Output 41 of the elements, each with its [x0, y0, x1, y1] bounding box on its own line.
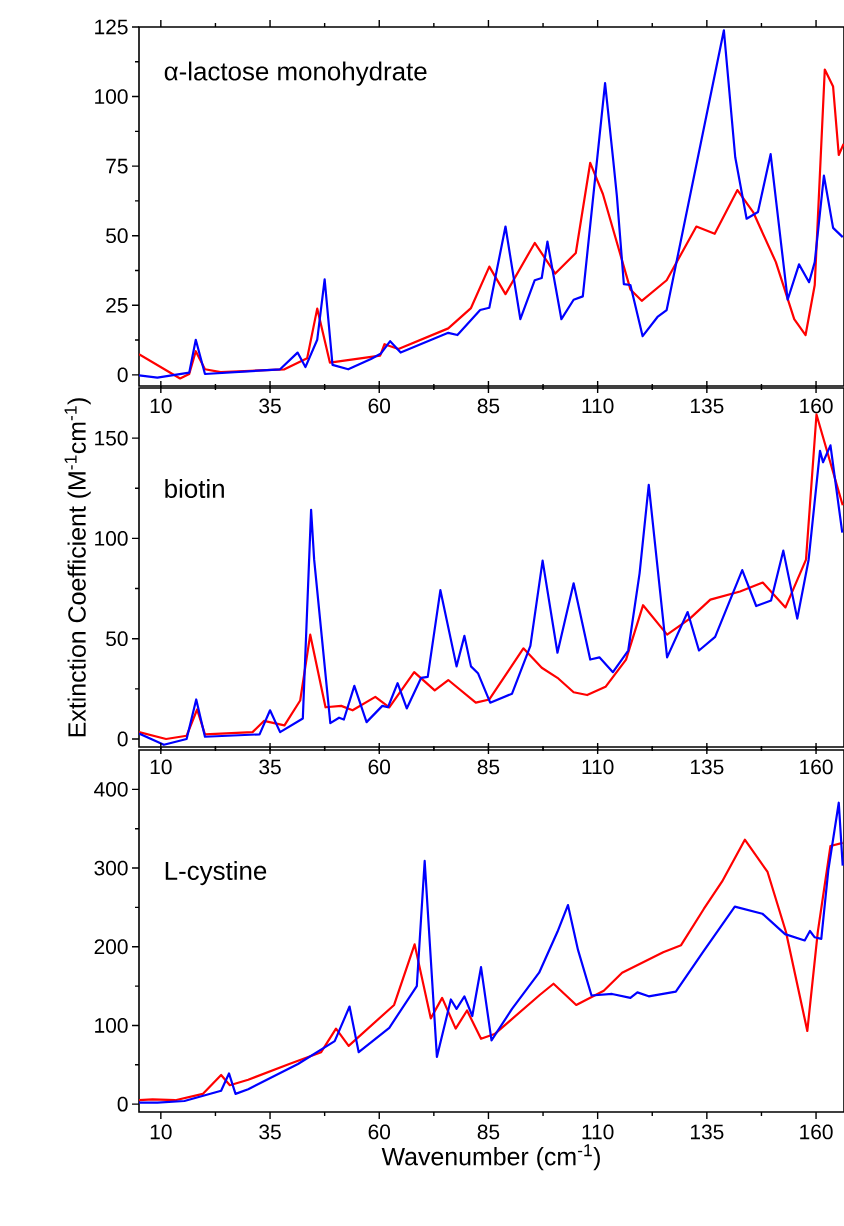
x-tick-label: 35	[259, 1124, 281, 1140]
y-tick-label: 50	[106, 228, 128, 244]
y-tick-label: 400	[94, 781, 128, 797]
x-tick-label: 110	[582, 398, 614, 414]
x-tick-label: 35	[259, 759, 281, 775]
x-tick-label: 85	[477, 759, 500, 775]
x-tick-label: 160	[800, 1124, 833, 1140]
x-tick-label: 60	[368, 759, 391, 775]
y-tick-label: 75	[106, 158, 128, 174]
y-tick-label: 100	[95, 531, 128, 546]
y-tick-label: 0	[117, 1096, 128, 1112]
x-tick-label: 110	[582, 1124, 614, 1140]
x-tick-label: 160	[800, 759, 833, 775]
y-tick-label: 0	[117, 367, 128, 383]
y-tick-label: 100	[95, 1018, 128, 1033]
y-tick-label: 150	[95, 430, 128, 446]
x-axis-title: Wavenumber (cm$^{-1}$)	[381, 1144, 600, 1171]
x-tick-label: 10	[150, 759, 172, 775]
x-tick-label: 60	[368, 398, 391, 414]
annotation: α-lactose monohydrate	[164, 61, 427, 86]
x-tick-label: 35	[259, 398, 281, 414]
x-tick-label: 135	[690, 398, 724, 414]
y-tick-label: 0	[117, 731, 128, 747]
y-tick-label: 25	[106, 297, 128, 313]
annotation: biotin	[165, 479, 224, 499]
x-tick-label: 135	[690, 759, 724, 775]
y-tick-label: 200	[94, 939, 128, 955]
x-tick-label: 10	[150, 1124, 172, 1140]
x-tick-label: 110	[582, 759, 614, 775]
y-tick-label: 100	[95, 89, 128, 104]
y-tick-label: 50	[106, 631, 128, 647]
x-tick-label: 10	[150, 398, 172, 414]
y-axis-title: Extinction Coefficient (M$^{-1}$cm$^{-1}$)	[64, 398, 91, 737]
annotation: L-cystine	[165, 861, 267, 886]
y-tick-label: 125	[95, 19, 128, 35]
x-tick-label: 160	[800, 398, 833, 414]
x-tick-label: 135	[690, 1124, 724, 1140]
x-tick-label: 60	[368, 1124, 391, 1140]
x-tick-label: 85	[477, 398, 500, 414]
x-tick-label: 85	[477, 1124, 500, 1140]
y-tick-label: 300	[94, 860, 128, 876]
